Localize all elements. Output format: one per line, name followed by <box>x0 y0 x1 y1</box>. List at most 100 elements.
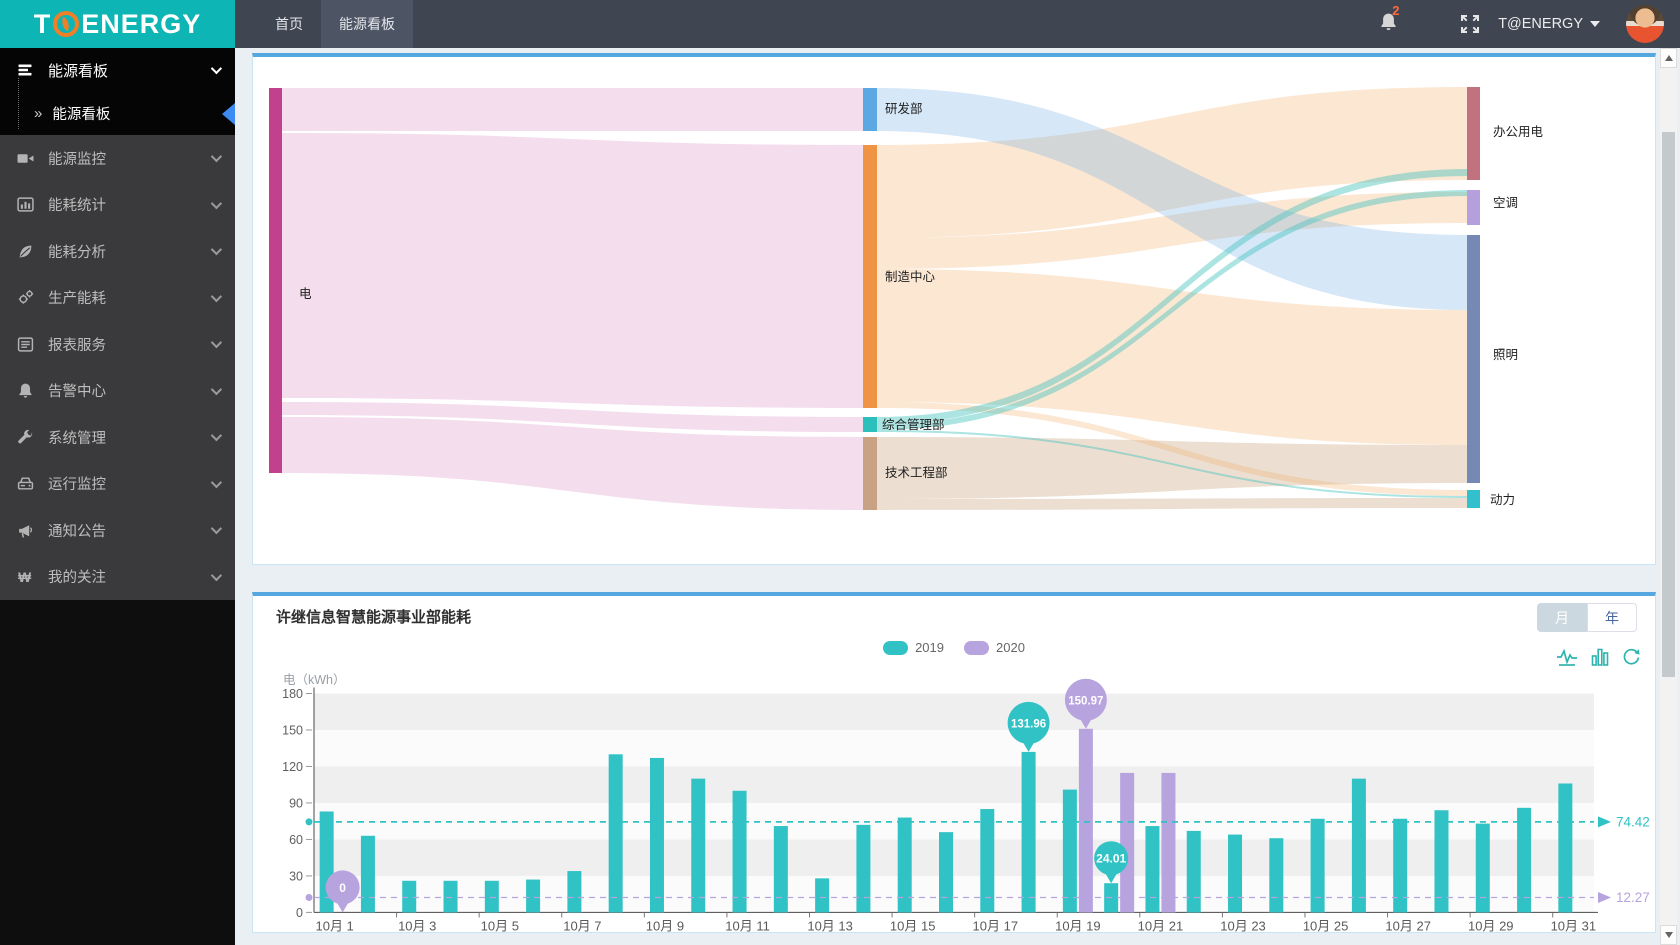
bar-2020-10月20[interactable] <box>1120 772 1135 913</box>
tab-home[interactable]: 首页 <box>275 16 303 32</box>
scrollbar-thumb[interactable] <box>1662 132 1675 677</box>
bar-2019-10月21[interactable] <box>1145 826 1160 913</box>
bar-2019-10月27[interactable] <box>1393 818 1408 913</box>
bar-2019-10月18[interactable] <box>1021 751 1036 913</box>
bar-2019-10月15[interactable] <box>897 817 912 913</box>
bar-2019-10月14[interactable] <box>856 824 871 913</box>
bar-2019-10月16[interactable] <box>939 832 953 913</box>
legend-item-2019[interactable]: 2019 <box>883 640 944 655</box>
bar-2019-10月7[interactable] <box>567 871 582 913</box>
bar-chart-icon[interactable] <box>1591 648 1609 666</box>
top-bar: T ENERGY 首页 能源看板 2 T@ENERGY <box>0 0 1680 48</box>
bar-2019-10月3[interactable] <box>402 880 417 913</box>
sidebar-item-5[interactable]: 告警中心 <box>0 368 235 415</box>
sankey-link[interactable] <box>877 169 1467 424</box>
sankey-link[interactable] <box>877 87 1467 238</box>
fullscreen-icon[interactable] <box>1460 14 1480 34</box>
wrench-icon <box>18 429 33 444</box>
bar-2019-10月25[interactable] <box>1310 818 1325 913</box>
sankey-link[interactable] <box>282 88 863 131</box>
bar-2019-10月12[interactable] <box>773 826 788 913</box>
sidebar-item-energy-dashboard[interactable]: 能源看板 <box>0 48 235 92</box>
sankey-node-技术工程部[interactable] <box>863 437 877 510</box>
gears-icon <box>18 290 34 304</box>
bar-2020-10月21[interactable] <box>1161 772 1176 913</box>
sidebar-item-0[interactable]: 能源监控 <box>0 135 235 182</box>
bar-2019-10月8[interactable] <box>608 754 623 913</box>
sankey-link[interactable] <box>282 417 863 510</box>
month-button[interactable]: 月 <box>1537 603 1587 632</box>
sankey-link[interactable] <box>877 190 1467 430</box>
scroll-up-button[interactable] <box>1660 48 1677 68</box>
scroll-down-button[interactable] <box>1660 925 1677 945</box>
line-chart-icon[interactable] <box>1556 648 1578 666</box>
bar-2020-10月19[interactable] <box>1078 728 1093 913</box>
bar-2019-10月2[interactable] <box>360 835 375 913</box>
sidebar-item-2[interactable]: 能耗分析 <box>0 228 235 275</box>
markpoint-pin-131.96[interactable] <box>1007 701 1050 744</box>
sankey-node-动力[interactable] <box>1467 490 1480 508</box>
markpoint-pin-150.97[interactable] <box>1064 678 1107 721</box>
notifications-button[interactable]: 2 <box>1379 3 1399 37</box>
legend-item-2020[interactable]: 2020 <box>964 640 1025 655</box>
bar-2019-10月29[interactable] <box>1475 823 1490 913</box>
chevron-down-icon <box>210 383 223 395</box>
sankey-node-空调[interactable] <box>1467 190 1480 225</box>
bar-2019-10月26[interactable] <box>1351 778 1366 913</box>
sankey-node-制造中心[interactable] <box>863 145 877 408</box>
alarm-bell-icon <box>19 383 32 398</box>
sankey-link[interactable] <box>877 430 1467 498</box>
sankey-link[interactable] <box>877 269 1467 445</box>
markpoint-pin-0[interactable] <box>325 870 360 905</box>
sidebar-item-9[interactable]: ₩ 我的关注 <box>0 554 235 601</box>
year-button[interactable]: 年 <box>1587 603 1637 632</box>
bar-2019-10月6[interactable] <box>526 879 541 913</box>
bar-chart-canvas[interactable]: 电（kWh） 0 30 60 90 120 150 180 10月 1 10月 3 10月 5 10月… <box>253 596 1655 933</box>
sidebar-item-3[interactable]: 生产能耗 <box>0 275 235 322</box>
sidebar-item-6[interactable]: 系统管理 <box>0 414 235 461</box>
bar-2019-10月24[interactable] <box>1269 838 1284 913</box>
bar-2019-10月10[interactable] <box>691 778 706 913</box>
bar-2019-10月31[interactable] <box>1558 783 1573 913</box>
sankey-link[interactable] <box>877 402 1467 496</box>
sankey-link[interactable] <box>282 133 863 408</box>
sankey-link[interactable] <box>877 88 1467 310</box>
markpoint-value-label: 24.01 <box>1096 852 1126 866</box>
bar-2019-10月9[interactable] <box>649 757 664 913</box>
user-menu[interactable]: T@ENERGY <box>1498 16 1600 32</box>
sankey-link[interactable] <box>282 402 863 432</box>
bar-2019-10月4[interactable] <box>443 880 458 913</box>
bar-2019-10月22[interactable] <box>1186 830 1201 913</box>
sankey-node-研发部[interactable] <box>863 88 877 131</box>
bar-2019-10月5[interactable] <box>484 880 499 913</box>
sankey-node-电[interactable] <box>269 88 282 473</box>
bar-2019-10月30[interactable] <box>1517 807 1532 913</box>
sidebar-item-1[interactable]: 能耗统计 <box>0 182 235 229</box>
sidebar-item-4[interactable]: 报表服务 <box>0 321 235 368</box>
refresh-icon[interactable] <box>1622 648 1641 666</box>
sankey-node-照明[interactable] <box>1467 235 1480 483</box>
bar-2019-10月11[interactable] <box>732 790 747 913</box>
avatar[interactable] <box>1626 5 1664 43</box>
bar-2019-10月13[interactable] <box>815 878 830 913</box>
sankey-node-办公用电[interactable] <box>1467 87 1480 180</box>
sankey-link[interactable] <box>877 498 1467 510</box>
tab-energy-dashboard[interactable]: 能源看板 <box>321 0 413 48</box>
chevron-down-icon <box>210 569 223 581</box>
vertical-scrollbar[interactable] <box>1660 48 1677 945</box>
bar-2019-10月23[interactable] <box>1228 834 1243 913</box>
x-tick-label: 10月 9 <box>646 918 684 933</box>
sidebar-item-8[interactable]: 通知公告 <box>0 507 235 554</box>
markpoint-pin-24.01[interactable] <box>1094 841 1129 876</box>
sankey-node-综合管理部[interactable] <box>863 417 877 432</box>
x-tick-label: 10月 15 <box>890 918 936 933</box>
bar-2019-10月28[interactable] <box>1434 810 1449 913</box>
sankey-link[interactable] <box>877 192 1467 269</box>
sidebar-item-7[interactable]: 运行监控 <box>0 461 235 508</box>
bar-2019-10月17[interactable] <box>980 809 995 913</box>
bar-2019-10月19[interactable] <box>1062 789 1077 913</box>
chart-toolbar <box>1556 648 1641 666</box>
sankey-link[interactable] <box>877 437 1467 499</box>
sidebar-subitem-energy-dashboard[interactable]: » 能源看板 <box>0 78 235 135</box>
